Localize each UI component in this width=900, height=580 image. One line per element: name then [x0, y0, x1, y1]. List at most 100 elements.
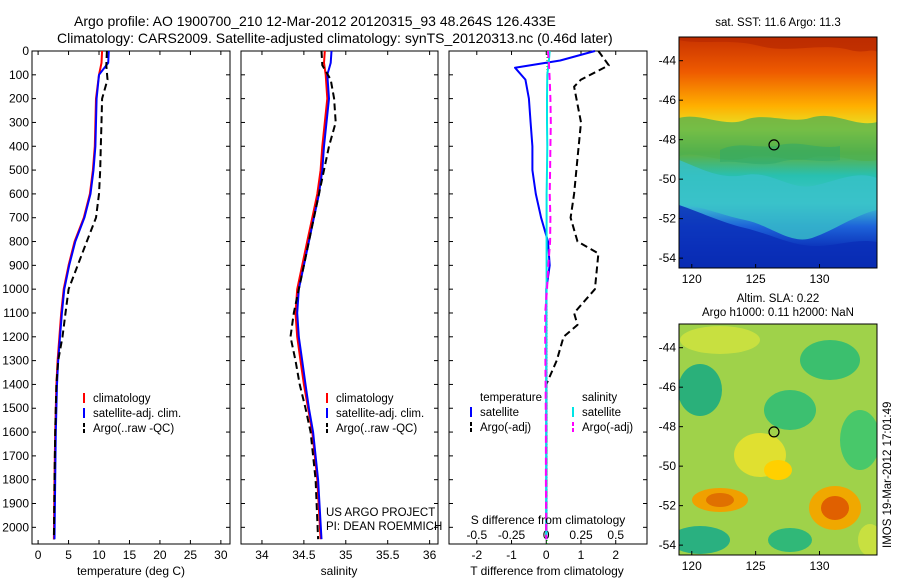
sla-lat-tick-label: -50 [659, 459, 677, 473]
sla-title-line2: Argo h1000: 0.11 h2000: NaN [702, 307, 854, 319]
depth-tick-label: 1800 [2, 473, 29, 487]
depth-tick-label: 1000 [2, 282, 29, 296]
argo-location-marker-sla [768, 426, 780, 438]
depth-tick-label: 500 [9, 163, 29, 177]
difference-xtick-label: 1 [578, 548, 585, 562]
legend-entry-label: climatology [336, 393, 394, 405]
sst-lat-tick-label: -44 [659, 54, 677, 68]
salinity-xtick-label: 35.5 [376, 548, 400, 562]
salinity-xtick-label: 35 [339, 548, 353, 562]
depth-tick-label: 400 [9, 139, 29, 153]
legend-salinity-heading: salinity [582, 392, 617, 404]
imos-timestamp-label: IMOS 19-Mar-2012 17:01:49 [882, 402, 894, 548]
difference-series-salinity-argo-adj [544, 50, 552, 540]
salinity-xtick-label: 34.5 [292, 548, 316, 562]
salinity-xtick-label: 36 [423, 548, 437, 562]
difference-xtick-label: -1 [506, 548, 517, 562]
depth-tick-label: 200 [9, 92, 29, 106]
temperature-xtick-label: 25 [184, 548, 198, 562]
sla-heatmap [679, 324, 877, 555]
depth-tick-label: 1400 [2, 377, 29, 391]
argo-location-marker [768, 139, 780, 151]
sst-lon-tick-label: 120 [682, 272, 702, 286]
sst-lat-tick-label: -50 [659, 172, 677, 186]
s-difference-xlabel: S difference from climatology [471, 513, 626, 527]
s-difference-tick-label: -0.25 [498, 528, 526, 542]
temperature-xtick-label: 5 [65, 548, 72, 562]
temperature-xtick-label: 30 [214, 548, 228, 562]
sst-map-panel: sat. SST: 11.6 Argo: 11.3 120 125 130 -44 -4… [659, 17, 878, 286]
depth-tick-label: 1500 [2, 401, 29, 415]
temperature-axes-frame [31, 50, 231, 545]
sst-lat-tick-label: -52 [659, 212, 677, 226]
depth-tick-label: 100 [9, 68, 29, 82]
sla-map-frame [678, 323, 878, 556]
depth-tick-label: 900 [9, 258, 29, 272]
sla-lon-tick-label: 120 [682, 559, 702, 573]
s-difference-tick-label: 0.25 [569, 528, 593, 542]
sst-lon-tick-label: 130 [810, 272, 830, 286]
temperature-xtick-label: 15 [123, 548, 137, 562]
sla-lon-tick-label: 125 [746, 559, 766, 573]
legend-entry-label: Argo(..raw -QC) [93, 423, 174, 435]
legend-entry-label: satellite [582, 407, 621, 419]
s-difference-tick-label: -0.5 [466, 528, 487, 542]
depth-tick-label: 700 [9, 211, 29, 225]
sst-lat-tick-label: -54 [659, 251, 677, 265]
difference-xtick-label: 0 [543, 548, 550, 562]
temperature-xtick-label: 0 [35, 548, 42, 562]
depth-tick-label: 600 [9, 187, 29, 201]
depth-tick-label: 1200 [2, 330, 29, 344]
salinity-panel: 34 34.5 35 35.5 36 salinity climatology satel… [240, 50, 442, 578]
t-difference-xlabel: T difference from climatology [470, 564, 624, 578]
sst-lat-tick-label: -46 [659, 93, 677, 107]
sst-title: sat. SST: 11.6 Argo: 11.3 [715, 17, 841, 29]
temperature-xtick-label: 10 [92, 548, 106, 562]
legend-entry-label: satellite [480, 407, 519, 419]
depth-tick-label: 1100 [3, 306, 29, 320]
depth-tick-label: 1700 [2, 449, 29, 463]
sla-map-panel: Altim. SLA: 0.22 Argo h1000: 0.11 h2000:… [659, 293, 878, 573]
depth-tick-label: 300 [9, 115, 29, 129]
sla-title-line1: Altim. SLA: 0.22 [737, 293, 819, 305]
legend-temperature-heading: temperature [480, 392, 542, 404]
s-difference-tick-label: 0.5 [607, 528, 624, 542]
legend-entry-label: Argo(..raw -QC) [336, 423, 417, 435]
depth-tick-label: 2000 [2, 520, 29, 534]
depth-tick-label: 0 [22, 44, 29, 58]
legend-entry-label: satellite-adj. clim. [93, 408, 181, 420]
header-line2: Climatology: CARS2009. Satellite-adjuste… [57, 30, 613, 46]
temperature-xtick-label: 20 [153, 548, 167, 562]
sst-lat-tick-label: -48 [659, 133, 677, 147]
difference-xtick-label: 2 [612, 548, 619, 562]
depth-tick-label: 800 [9, 235, 29, 249]
credit-line1: US ARGO PROJECT [326, 507, 435, 519]
sst-heatmap [679, 37, 877, 268]
sla-lat-tick-label: -48 [659, 420, 677, 434]
legend-entry-label: Argo(-adj) [582, 422, 633, 434]
sla-lon-tick-label: 130 [810, 559, 830, 573]
legend-entry-label: satellite-adj. clim. [336, 408, 424, 420]
salinity-axes-frame [240, 50, 439, 545]
difference-xtick-label: -2 [471, 548, 482, 562]
sst-lon-tick-label: 125 [746, 272, 766, 286]
difference-panel: -2 -1 0 1 2 -0.5 -0.25 0 0.25 0.5 T difference f… [448, 50, 648, 578]
temperature-panel: 0100200300400500600700800900100011001200… [2, 44, 231, 578]
salinity-xtick-label: 34 [255, 548, 269, 562]
temperature-series-satellite-adj-clim [53, 50, 110, 540]
temperature-xlabel: temperature (deg C) [77, 564, 185, 578]
sla-lat-tick-label: -54 [659, 538, 677, 552]
sla-lat-tick-label: -44 [659, 341, 677, 355]
salinity-series-satellite-adj-clim [296, 50, 333, 540]
legend-entry-label: climatology [93, 393, 151, 405]
sst-map-frame [678, 36, 878, 269]
sla-lat-tick-label: -52 [659, 499, 677, 513]
depth-tick-label: 1900 [2, 497, 29, 511]
depth-tick-label: 1600 [2, 425, 29, 439]
legend-entry-label: Argo(-adj) [480, 422, 531, 434]
credit-line2: PI: DEAN ROEMMICH [326, 521, 442, 533]
depth-tick-label: 1300 [2, 354, 29, 368]
sla-lat-tick-label: -46 [659, 380, 677, 394]
salinity-xlabel: salinity [321, 564, 358, 578]
